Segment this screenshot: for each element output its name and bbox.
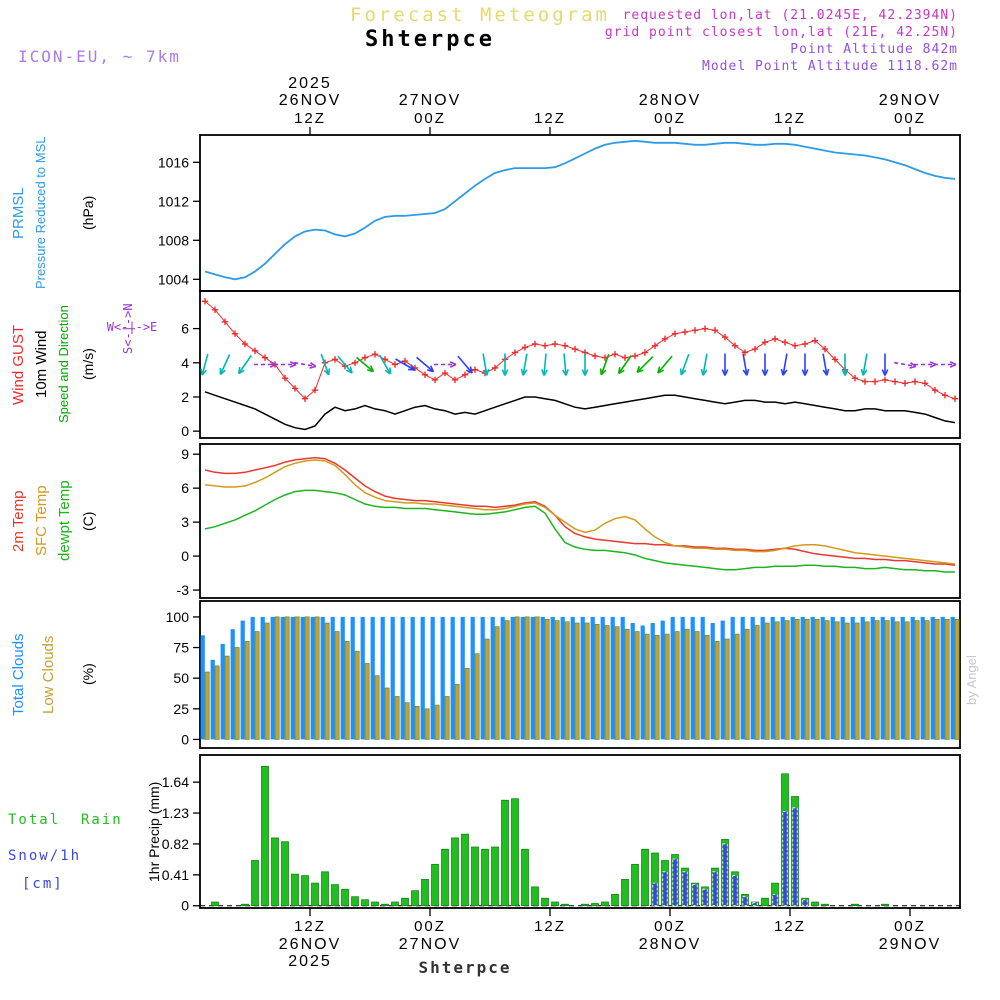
total-clouds-bars: [200, 616, 955, 740]
gust-line: [204, 300, 956, 400]
precip-ytick: 0.82: [162, 836, 189, 852]
axes-lines: [193, 127, 961, 916]
day-label-top: 28NOV: [639, 92, 701, 109]
day-label-top: 29NOV: [879, 92, 941, 109]
time-tick-top: 12Z: [534, 110, 566, 127]
temp-ytick: 3: [181, 514, 189, 530]
precip-ytick: 0.41: [162, 867, 189, 883]
time-tick-bottom: 12Z: [774, 918, 806, 935]
clouds-panel-frame: [199, 600, 961, 749]
time-tick-bottom: 12Z: [534, 918, 566, 935]
wind-ytick: 4: [181, 355, 189, 371]
precip-panel-frame: [199, 754, 961, 909]
time-tick-bottom: 12Z: [294, 918, 326, 935]
temp-ytick: 9: [181, 446, 189, 462]
temp-ytick: 6: [181, 480, 189, 496]
footer-station-name: Shterpce: [418, 958, 512, 977]
time-tick-bottom: 00Z: [414, 918, 446, 935]
snow-bars: [652, 807, 808, 907]
temp-2m-label: 2m Temp: [10, 490, 27, 552]
wind-unit-label: (m/s): [80, 348, 96, 381]
year-label-bottom: 2025: [288, 953, 332, 970]
time-tick-top: 12Z: [774, 110, 806, 127]
precip-ytick: 0: [181, 898, 189, 914]
day-label-bottom: 27NOV: [399, 936, 461, 953]
axes-labels: 1004 1008 1012 1016 0 2 4 6 -3 0 3 6 9 0 25 50 75 100 0 0.4…: [158, 75, 941, 970]
time-tick-top: 00Z: [414, 110, 446, 127]
time-tick-top: 00Z: [654, 110, 686, 127]
wind-panel-frame: [199, 290, 961, 439]
model-point-altitude: Model Point Altitude 1118.62m: [702, 59, 958, 74]
low-clouds-label: Low Clouds: [40, 635, 57, 714]
temp-ytick: 0: [181, 548, 189, 564]
wind-speed-label: 10m Wind: [33, 330, 50, 399]
day-label-top: 26NOV: [279, 92, 341, 109]
time-tick-bottom: 00Z: [894, 918, 926, 935]
grid-point-coords: grid point closest lon,lat (21E, 42.25N): [604, 25, 958, 40]
requested-coords: requested lon,lat (21.0245E, 42.2394N): [622, 8, 958, 23]
wind-speed-line: [204, 391, 956, 431]
pressure-panel-frame: [199, 134, 961, 292]
temp-unit-label: (C): [80, 511, 96, 531]
temp-ytick: -3: [177, 582, 190, 598]
clouds-ytick: 100: [166, 609, 190, 625]
time-tick-bottom: 00Z: [654, 918, 686, 935]
day-label-bottom: 29NOV: [879, 936, 941, 953]
low-clouds-bars: [204, 616, 960, 740]
clouds-unit-label: (%): [80, 663, 96, 686]
time-tick-top: 12Z: [294, 110, 326, 127]
watermark: by Angel: [964, 655, 979, 705]
point-altitude: Point Altitude 842m: [790, 42, 958, 57]
precip-ytick: 1.64: [162, 774, 189, 790]
wind-ytick: 0: [181, 423, 189, 439]
temp-sfc-label: SFC Temp: [33, 485, 50, 557]
wind-direction-arrows: [200, 353, 957, 376]
day-label-top: 27NOV: [399, 92, 461, 109]
wind-ytick: 6: [181, 321, 189, 337]
clouds-ytick: 0: [181, 731, 189, 747]
pressure-ytick: 1012: [158, 193, 189, 209]
precip-axis-label: 1hr Precip (mm): [146, 781, 162, 882]
pressure-label-full: Pressure Reduced to MSL: [33, 136, 48, 290]
gust-markers: [201, 298, 959, 402]
time-tick-top: 00Z: [894, 110, 926, 127]
pressure-ytick: 1016: [158, 154, 189, 170]
year-label-top: 2025: [288, 75, 332, 92]
pressure-line: [204, 139, 956, 281]
snow-unit-label: [cm]: [22, 876, 64, 892]
clouds-ytick: 50: [173, 670, 189, 686]
clouds-ytick: 75: [173, 640, 189, 656]
precip-ytick: 1.23: [162, 805, 189, 821]
temp-dewpt-line: [204, 489, 955, 573]
temp-panel-frame: [199, 443, 961, 599]
page-title: Forecast Meteogram: [350, 4, 610, 26]
day-label-bottom: 28NOV: [639, 936, 701, 953]
wind-direction-label: Speed and Direction: [56, 305, 71, 424]
wind-ytick: 2: [181, 389, 189, 405]
total-rain-label: Total Rain: [8, 812, 123, 828]
total-clouds-label: Total Clouds: [10, 633, 27, 716]
temp-sfc-line: [204, 459, 956, 565]
temp-dewpt-label: dewpt Temp: [56, 480, 73, 562]
snow-label: Snow/1h: [8, 848, 82, 864]
station-name: Shterpce: [365, 27, 495, 52]
wind-gust-label: Wind GUST: [10, 324, 27, 405]
model-label: ICON-EU, ~ 7km: [18, 47, 181, 66]
clouds-ytick: 25: [173, 701, 189, 717]
pressure-ytick: 1004: [158, 271, 189, 287]
day-label-bottom: 26NOV: [279, 936, 341, 953]
pressure-unit-label: (hPa): [80, 195, 96, 231]
temp-2m-line: [204, 456, 956, 566]
pressure-label-prmsl: PRMSL: [10, 187, 27, 239]
compass-horizontal-axis: W<-|->E: [106, 320, 158, 334]
pressure-ytick: 1008: [158, 232, 189, 248]
